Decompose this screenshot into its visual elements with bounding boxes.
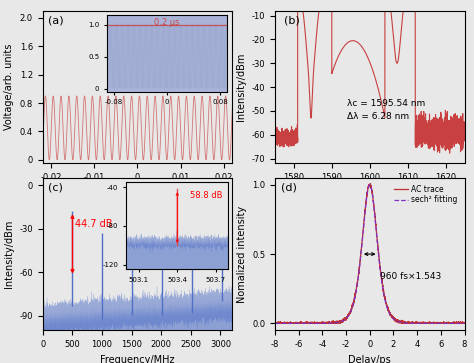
sech² fitting <box>367 183 373 187</box>
AC trace <box>364 191 370 195</box>
Text: (b): (b) <box>284 16 300 25</box>
sech² fitting <box>364 192 370 196</box>
AC trace <box>456 321 462 325</box>
X-axis label: Delay/ps: Delay/ps <box>348 355 391 363</box>
Line: AC trace: AC trace <box>275 184 465 323</box>
sech² fitting <box>359 240 365 245</box>
AC trace <box>272 321 278 326</box>
Text: (a): (a) <box>48 16 64 25</box>
Y-axis label: Intensity/dBm: Intensity/dBm <box>236 53 246 121</box>
sech² fitting <box>456 321 462 326</box>
AC trace <box>282 321 287 326</box>
Line: sech² fitting: sech² fitting <box>275 185 465 323</box>
X-axis label: Frequency/MHz: Frequency/MHz <box>100 355 175 363</box>
Text: (c): (c) <box>48 183 63 192</box>
Text: 960 fs×1.543: 960 fs×1.543 <box>380 272 441 281</box>
AC trace <box>359 239 365 243</box>
sech² fitting <box>462 321 467 326</box>
Y-axis label: Nomalized intensity: Nomalized intensity <box>237 205 246 303</box>
sech² fitting <box>456 321 462 326</box>
Text: (d): (d) <box>281 183 296 192</box>
X-axis label: Time/μs: Time/μs <box>118 188 157 197</box>
sech² fitting <box>272 321 278 326</box>
Legend: AC trace, sech² fitting: AC trace, sech² fitting <box>392 182 461 207</box>
sech² fitting <box>421 321 427 326</box>
Text: 44.7 dB: 44.7 dB <box>75 219 113 229</box>
Y-axis label: Intensity/dBm: Intensity/dBm <box>4 220 14 288</box>
Y-axis label: Voltage/arb. units: Voltage/arb. units <box>4 44 14 130</box>
Text: λc = 1595.54 nm
Δλ = 6.28 nm: λc = 1595.54 nm Δλ = 6.28 nm <box>347 99 425 121</box>
AC trace <box>462 321 467 325</box>
X-axis label: Wavelength/nm: Wavelength/nm <box>331 188 408 197</box>
AC trace <box>456 321 462 325</box>
sech² fitting <box>282 321 287 326</box>
AC trace <box>421 321 427 326</box>
AC trace <box>367 182 373 186</box>
